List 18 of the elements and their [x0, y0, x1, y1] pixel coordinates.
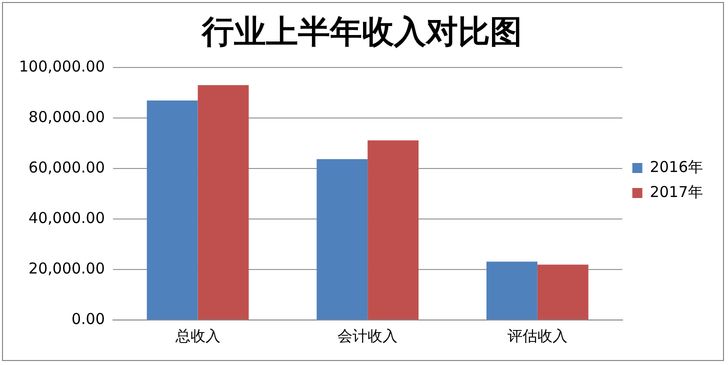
bar: [146, 100, 198, 320]
y-tick-label: 80,000.00: [28, 108, 105, 126]
chart-title: 行业上半年收入对比图: [201, 12, 522, 51]
bar: [316, 159, 368, 320]
y-tick-label: 100,000.00: [18, 57, 105, 76]
legend-label: 2017年: [650, 182, 704, 201]
x-tick-label: 评估收入: [507, 326, 568, 345]
bar: [368, 140, 419, 320]
y-tick-label: 20,000.00: [28, 259, 105, 278]
legend-label: 2016年: [650, 158, 704, 176]
y-tick-label: 40,000.00: [28, 208, 105, 227]
bar: [486, 262, 538, 320]
bar: [198, 85, 249, 320]
y-tick-label: 60,000.00: [28, 158, 105, 176]
bar: [537, 264, 588, 320]
y-tick-label: 0.00: [71, 310, 105, 328]
x-tick-label: 会计收入: [338, 326, 398, 345]
x-tick-label: 总收入: [174, 326, 220, 345]
